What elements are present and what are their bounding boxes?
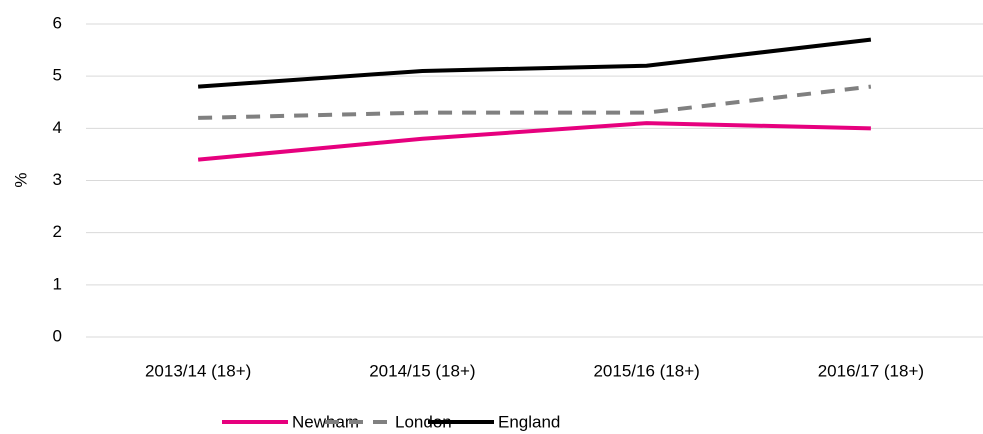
x-tick-label: 2014/15 (18+)	[369, 361, 475, 380]
y-tick-label: 5	[53, 66, 62, 85]
series-line	[197, 37, 872, 89]
y-tick-label: 4	[53, 118, 62, 137]
y-tick-label: 2	[53, 222, 62, 241]
y-axis-label: %	[11, 172, 30, 187]
y-tick-label: 3	[53, 170, 62, 189]
series-line	[197, 121, 871, 162]
x-tick-label: 2013/14 (18+)	[145, 361, 251, 380]
y-tick-label: 0	[53, 326, 62, 345]
legend-label: England	[498, 412, 560, 431]
legend-label: London	[395, 412, 452, 431]
y-tick-label: 1	[53, 274, 62, 293]
x-tick-label: 2015/16 (18+)	[593, 361, 699, 380]
series-line	[198, 84, 872, 120]
x-tick-label: 2016/17 (18+)	[818, 361, 924, 380]
y-tick-label: 6	[53, 13, 62, 32]
